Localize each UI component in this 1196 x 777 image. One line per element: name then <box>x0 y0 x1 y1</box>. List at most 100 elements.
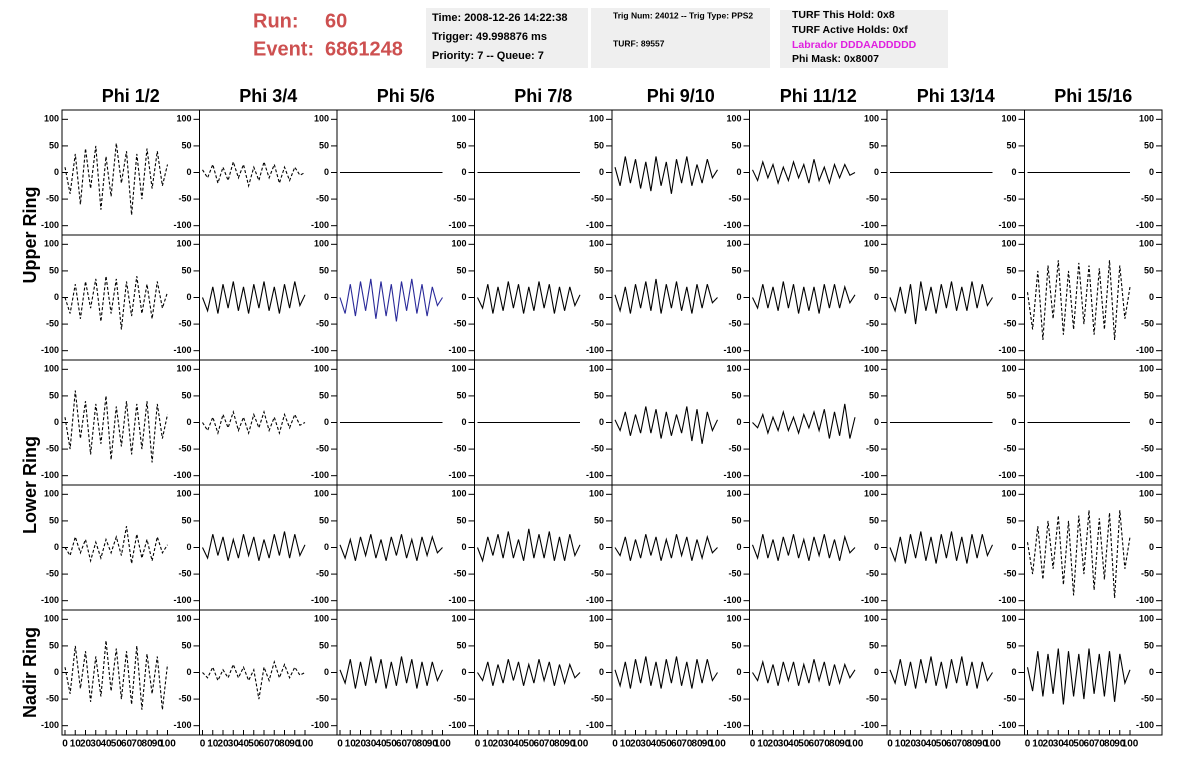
y-tick-label: -100 <box>448 345 466 355</box>
panel-frame <box>474 609 613 736</box>
waveform <box>614 406 718 444</box>
y-tick-label: -50 <box>1141 193 1154 203</box>
x-tick-label: 60 <box>396 739 408 750</box>
y-tick-label: 50 <box>869 640 879 650</box>
y-tick-label: 0 <box>1011 542 1016 552</box>
y-tick-label: -100 <box>1136 345 1154 355</box>
waveform <box>751 534 856 561</box>
waveform <box>889 531 993 564</box>
y-tick-label: -50 <box>866 693 879 703</box>
y-tick-label: -100 <box>1136 470 1154 480</box>
y-tick-label: 50 <box>869 140 879 150</box>
trig-num: Trig Num: 24012 -- Trig Type: PPS2 <box>613 10 753 20</box>
y-tick-label: -50 <box>728 318 741 328</box>
x-tick-label: 30 <box>90 739 102 750</box>
column-title: Phi 5/6 <box>377 86 435 106</box>
x-tick-label: 30 <box>640 739 652 750</box>
x-tick-label: 30 <box>1053 739 1065 750</box>
y-tick-label: -100 <box>173 720 191 730</box>
x-tick-label: 60 <box>1083 739 1095 750</box>
x-tick-label: 90 <box>564 739 576 750</box>
y-tick-label: -50 <box>591 318 604 328</box>
column-title: Phi 1/2 <box>102 86 160 106</box>
y-tick-label: -100 <box>41 220 59 230</box>
x-tick-label: 0 <box>612 739 618 750</box>
y-tick-label: 50 <box>181 640 191 650</box>
waveform <box>477 281 581 314</box>
y-tick-label: 0 <box>874 542 879 552</box>
y-tick-label: 50 <box>594 640 604 650</box>
y-tick-label: -50 <box>1141 693 1154 703</box>
y-tick-label: -100 <box>586 220 604 230</box>
y-tick-label: -50 <box>178 568 191 578</box>
x-tick-label: 100 <box>434 739 451 750</box>
y-tick-label: -100 <box>861 470 879 480</box>
x-tick-label: 40 <box>788 739 800 750</box>
y-tick-label: 100 <box>864 239 879 249</box>
panel-frame <box>886 609 1025 736</box>
y-tick-label: -100 <box>311 220 329 230</box>
y-tick-label: 0 <box>186 667 191 677</box>
priority: Priority: 7 -- Queue: 7 <box>432 50 544 62</box>
y-tick-label: 100 <box>44 114 59 124</box>
waveform <box>64 640 169 710</box>
x-tick-label: 100 <box>297 739 314 750</box>
waveform <box>889 656 993 689</box>
y-tick-label: -100 <box>41 595 59 605</box>
waveform <box>752 159 856 186</box>
y-tick-label: 0 <box>599 667 604 677</box>
x-tick-label: 20 <box>905 739 917 750</box>
y-tick-label: 50 <box>1144 390 1154 400</box>
panel-frame <box>336 609 475 736</box>
waveform <box>614 656 718 689</box>
y-tick-label: 100 <box>314 614 329 624</box>
y-tick-label: 50 <box>456 390 466 400</box>
ring-label: Upper Ring <box>20 187 40 284</box>
panel-frame <box>886 234 1025 361</box>
waveform <box>889 281 993 325</box>
run-number: 60 <box>325 10 347 32</box>
y-tick-label: -50 <box>1141 318 1154 328</box>
y-tick-label: -100 <box>586 595 604 605</box>
y-tick-label: 50 <box>1006 140 1016 150</box>
y-tick-label: 100 <box>864 114 879 124</box>
y-tick-label: 100 <box>589 114 604 124</box>
x-tick-label: 50 <box>111 739 123 750</box>
x-tick-label: 100 <box>572 739 589 750</box>
y-tick-label: 0 <box>736 417 741 427</box>
y-tick-label: 50 <box>456 640 466 650</box>
panel-frame <box>61 109 200 236</box>
y-tick-label: 100 <box>1001 239 1016 249</box>
x-tick-label: 10 <box>207 739 219 750</box>
y-tick-label: -50 <box>178 193 191 203</box>
y-tick-label: 0 <box>599 292 604 302</box>
x-tick-label: 0 <box>887 739 893 750</box>
x-tick-label: 10 <box>70 739 82 750</box>
y-tick-label: -50 <box>178 443 191 453</box>
panel-frame <box>749 359 888 486</box>
waveform <box>477 659 581 686</box>
y-tick-label: 0 <box>599 417 604 427</box>
y-tick-label: 100 <box>44 364 59 374</box>
x-tick-label: 40 <box>238 739 250 750</box>
y-tick-label: 0 <box>324 167 329 177</box>
y-tick-label: -50 <box>453 568 466 578</box>
y-tick-label: -50 <box>178 318 191 328</box>
y-tick-label: -100 <box>448 220 466 230</box>
y-tick-label: -50 <box>866 318 879 328</box>
column-title: Phi 13/14 <box>917 86 995 106</box>
y-tick-label: -50 <box>728 193 741 203</box>
x-tick-label: 100 <box>159 739 176 750</box>
y-tick-label: 0 <box>1011 667 1016 677</box>
y-tick-label: 50 <box>319 515 329 525</box>
y-tick-label: -50 <box>1003 568 1016 578</box>
y-tick-label: -50 <box>46 193 59 203</box>
turf-hold: TURF This Hold: 0x8 <box>792 9 895 21</box>
y-tick-label: 100 <box>589 614 604 624</box>
panel-frame <box>199 234 338 361</box>
phi-mask: Phi Mask: 0x8007 <box>792 53 879 65</box>
y-tick-label: 0 <box>599 542 604 552</box>
y-tick-label: 50 <box>1006 390 1016 400</box>
y-tick-label: 50 <box>1144 515 1154 525</box>
y-tick-label: 100 <box>176 489 191 499</box>
